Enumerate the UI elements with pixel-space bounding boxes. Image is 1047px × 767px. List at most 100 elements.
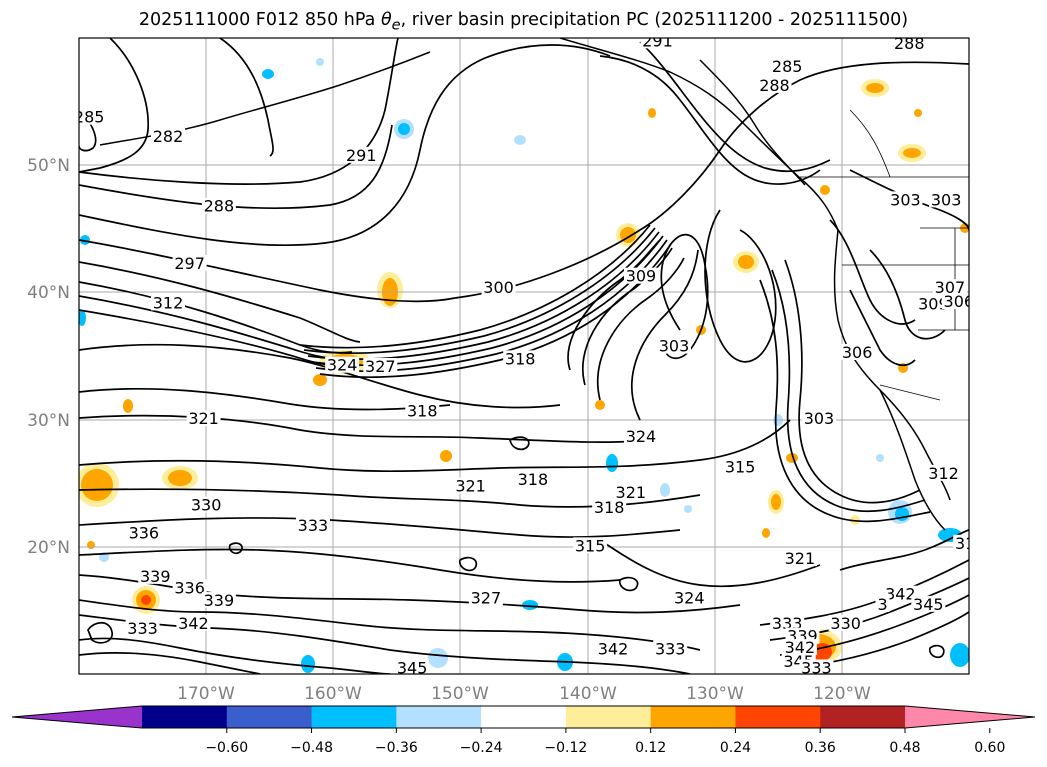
contour-label-bg [186,410,221,427]
contour-label-bg [573,537,608,554]
contour-label: 291 [346,146,377,165]
contour-label: 324 [674,588,705,607]
contour-label: 318 [518,470,549,489]
contour-line [567,239,661,371]
contour-line [303,227,656,355]
colorbar-segment [226,706,313,728]
colorbar-tick-label: 0.12 [635,740,666,756]
contour-label-bg [623,427,658,444]
colorbar: −0.60 −0.48 −0.36 −0.24 −0.12 0.12 0.24 0.36 0.4… [11,705,1036,756]
contour-line [79,599,701,651]
contour-label-bg [640,38,675,49]
contour-label: 315 [725,457,756,476]
colorbar-tick-label: −0.48 [290,740,333,756]
colorbar-segment [735,706,821,728]
colorbar-segment [396,706,482,728]
contour-line [596,257,685,401]
x-tick-label: 150°W [431,684,489,704]
contour-label-bg [941,293,969,310]
contour-label: 285 [772,57,803,76]
contour-label-bg [613,483,648,500]
contour-line [928,644,945,659]
contour-label-bg [295,516,330,533]
contour-label-bg [653,640,688,657]
contour-label: 333 [298,516,329,535]
contour-line [459,556,478,572]
contour-label-bg [503,350,538,367]
coastline-alaska [559,38,839,231]
contour-label: 342 [785,638,816,657]
colorbar-segment [142,706,228,728]
contour-label-bg [888,191,923,208]
contour-label-bg [657,337,692,354]
contour-label-bg [125,620,160,637]
coastline-baja [879,389,946,531]
contour-label-bg [405,402,440,419]
colorbar-outline [11,705,1036,729]
contour-label: 345 [397,658,428,677]
contour-label: 306 [842,343,873,362]
contour-label-bg [151,294,185,311]
y-axis-ticks: 20°N 30°N 40°N 50°N [27,156,70,558]
contour-label: 303 [890,190,921,209]
contour-label: 291 [642,31,673,50]
contour-label-bg [395,659,430,674]
colorbar-tick-label: 0.24 [720,740,751,756]
x-tick-label: 120°W [813,684,871,704]
contour-label: 282 [153,127,184,146]
contour-label: 303 [804,409,835,428]
contour-line [849,169,969,231]
contour-label-bg [926,464,961,481]
contour-line [299,224,651,349]
contour-line [631,249,699,421]
contour-line [79,124,393,210]
contour-label: 309 [626,267,657,286]
contour-label: 318 [594,498,625,517]
contour-label: 303 [931,190,962,209]
contour-line [581,247,673,386]
contour-label: 303 [659,337,690,356]
contour-line [79,387,451,411]
colorbar-extend-high [905,706,1035,728]
political-borders [800,109,969,401]
contour-line [849,289,916,367]
x-axis-ticks: 170°W 160°W 150°W 140°W 130°W 120°W [177,684,871,704]
contour-label: 333 [655,639,686,658]
x-tick-label: 140°W [559,684,617,704]
colorbar-segment [650,706,736,728]
contour-label-bg [757,76,792,93]
contour-label-bg [883,585,918,602]
contour-label-bg [468,589,503,606]
contour-line [639,41,831,173]
contour-label-bg [515,471,550,488]
contour-label-bg [770,614,805,631]
contour-label: 309 [918,295,949,314]
contour-label-bg [596,640,630,657]
contour-label-bg [176,614,211,631]
contour-label: 336 [174,578,205,597]
contour-label-bg [799,659,834,674]
contour-label-bg [723,458,758,475]
contour-line [759,279,931,523]
contour-line [79,239,456,303]
colorbar-segment [481,706,567,728]
contour-label: 327 [365,357,396,376]
contour-label-bg [201,197,236,214]
contour-line [79,651,261,674]
contour-line [869,249,946,340]
contour-label-bg [770,57,805,74]
contour-line [784,259,921,504]
contour-line [219,38,274,157]
contour-label-bg [453,477,488,494]
contour-line [509,436,530,451]
contour-label: 297 [174,254,205,273]
contour-label-bg [363,357,398,374]
contour-line [79,44,611,247]
y-tick-label: 40°N [27,283,70,303]
contour-label-bg [911,595,946,612]
contour-label: 339 [204,591,235,610]
contour-label: 288 [894,34,925,53]
contour-label-bg [151,127,185,144]
contour-label-bg [344,146,379,163]
